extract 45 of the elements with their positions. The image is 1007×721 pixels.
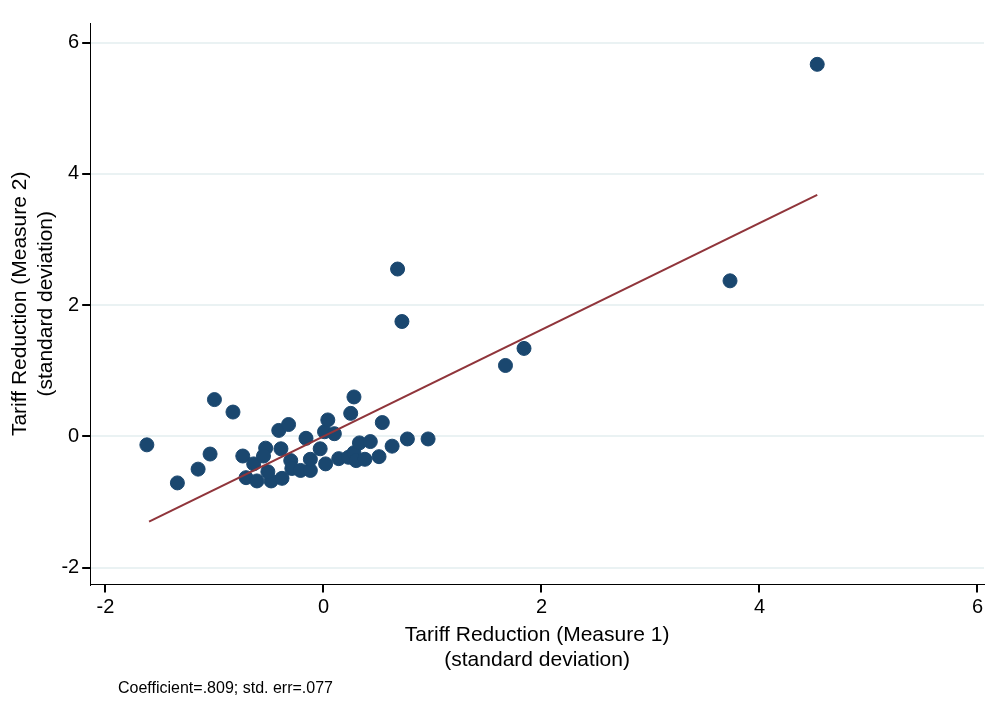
point — [516, 340, 532, 356]
point — [190, 461, 206, 477]
point — [139, 437, 155, 453]
point — [206, 392, 222, 408]
point — [497, 357, 513, 373]
point — [371, 449, 387, 465]
point — [235, 448, 251, 464]
point — [809, 56, 825, 72]
x-tick-label: 6 — [971, 595, 984, 618]
point — [420, 431, 436, 447]
point — [374, 415, 390, 431]
y-tick-label: 4 — [68, 161, 80, 184]
x-tick-label: -2 — [96, 595, 115, 618]
point — [249, 473, 265, 489]
x-tick-label: 2 — [535, 595, 548, 618]
x-axis-title: Tariff Reduction (Measure 1) (standard deviation) — [404, 622, 670, 671]
point — [362, 434, 378, 450]
point — [346, 389, 362, 405]
y-axis-title: Tariff Reduction (Measure 2) (standard deviation) — [7, 171, 56, 437]
point — [281, 417, 297, 433]
point — [256, 448, 271, 464]
point — [302, 451, 318, 467]
text: Coefficient=.809; std. err=.077 — [118, 679, 334, 697]
point — [298, 430, 314, 446]
y-tick-label: 2 — [68, 292, 80, 315]
x-tick-label: 4 — [753, 595, 766, 618]
point — [318, 456, 334, 472]
y-tick-label: 0 — [68, 423, 80, 446]
point — [169, 475, 185, 491]
point — [274, 470, 290, 486]
point — [260, 464, 276, 480]
point — [390, 261, 406, 277]
point — [320, 412, 336, 428]
point — [312, 441, 328, 457]
x-tick-label: 0 — [317, 595, 330, 618]
point — [722, 273, 738, 289]
point — [384, 438, 400, 454]
point — [225, 404, 241, 420]
point — [399, 431, 415, 447]
y-tick-label: 6 — [68, 30, 80, 53]
y-tick-label: -2 — [61, 555, 80, 578]
point — [202, 446, 218, 462]
point — [273, 441, 289, 457]
point — [343, 405, 359, 421]
point — [394, 314, 410, 330]
